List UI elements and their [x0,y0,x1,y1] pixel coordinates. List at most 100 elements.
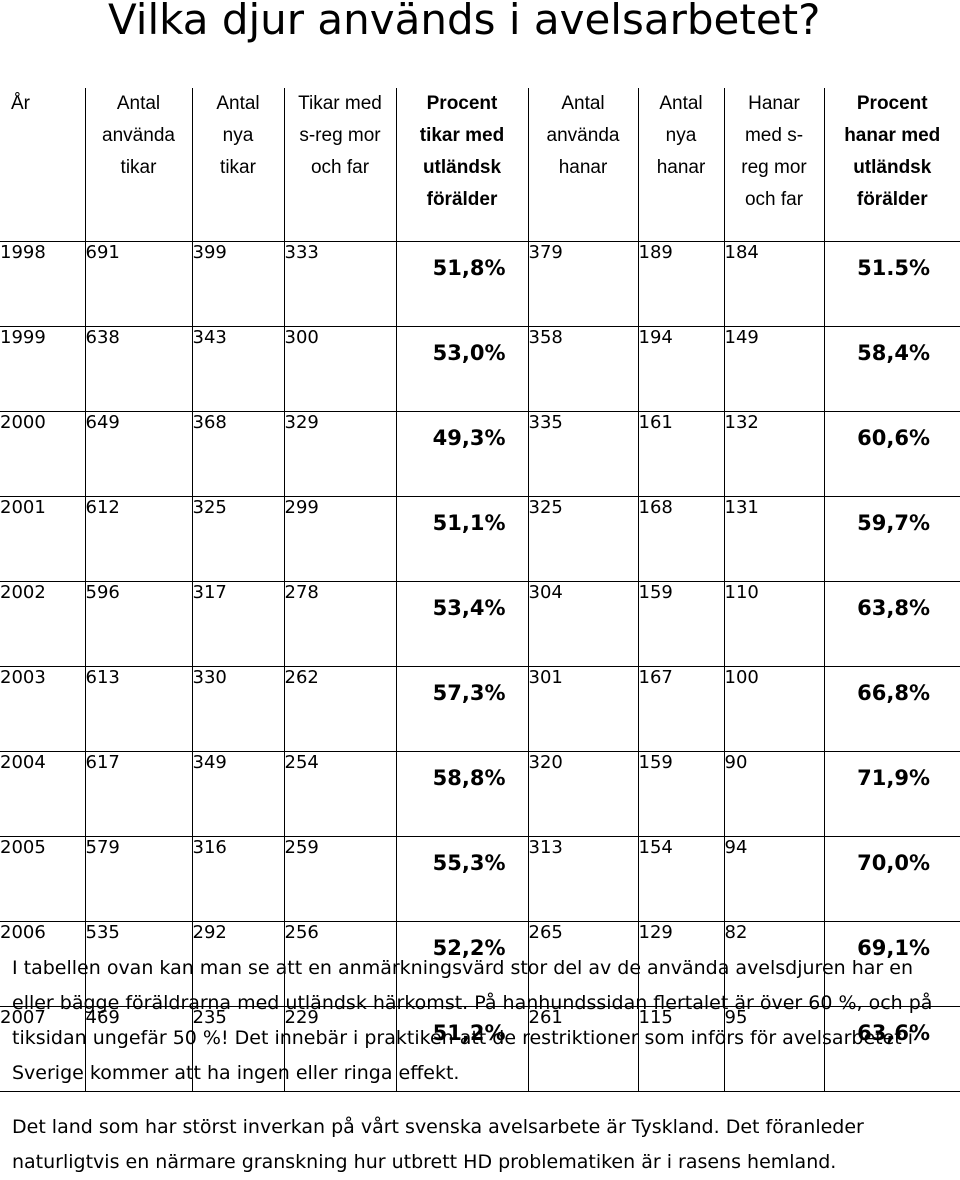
cell-females-sreg-parents: 259 [284,836,397,922]
cell-used-males: 379 [528,241,639,327]
table-row: 2001 612 325 299 51,1% 325 168 131 59,7% [0,496,960,582]
cell-used-females: 613 [85,666,193,752]
table-header-row: År Antal använda tikar Antal nya tikar Tikar… [0,88,960,242]
cell-males-sreg-parents: 149 [724,326,825,412]
cell-new-females: 292 [192,921,285,1007]
cell-females-foreign-parent-pct: 57,3% [396,666,529,752]
table-row: 1999 638 343 300 53,0% 358 194 149 58,4% [0,326,960,412]
cell-new-females: 399 [192,241,285,327]
cell-new-females: 316 [192,836,285,922]
cell-used-females: 691 [85,241,193,327]
cell-females-sreg-parents: 256 [284,921,397,1007]
column-header-males-foreign-parent-pct: Procent hanar med utländsk förälder [824,88,960,242]
column-header-new-males: Antal nya hanar [638,88,725,242]
cell-used-males: 261 [528,1006,639,1092]
cell-females-sreg-parents: 254 [284,751,397,837]
cell-males-sreg-parents: 184 [724,241,825,327]
cell-used-males: 301 [528,666,639,752]
cell-year: 2006 [0,921,86,1007]
cell-year: 2004 [0,751,86,837]
cell-males-foreign-parent-pct: 60,6% [824,411,960,497]
cell-new-females: 343 [192,326,285,412]
table-body: 1998 691 399 333 51,8% 379 189 184 51.5% 1999 638 3… [0,241,960,1092]
cell-new-females: 317 [192,581,285,667]
table-row: 1998 691 399 333 51,8% 379 189 184 51.5% [0,241,960,327]
cell-new-females: 325 [192,496,285,582]
cell-new-males: 168 [638,496,725,582]
cell-males-sreg-parents: 100 [724,666,825,752]
cell-new-females: 349 [192,751,285,837]
cell-year: 2002 [0,581,86,667]
column-header-males-sreg-parents: Hanar med s-reg mor och far [724,88,825,242]
table-row: 2000 649 368 329 49,3% 335 161 132 60,6% [0,411,960,497]
cell-used-females: 596 [85,581,193,667]
cell-new-males: 167 [638,666,725,752]
cell-males-foreign-parent-pct: 71,9% [824,751,960,837]
column-header-used-males: Antal använda hanar [528,88,639,242]
cell-females-sreg-parents: 299 [284,496,397,582]
cell-males-foreign-parent-pct: 58,4% [824,326,960,412]
cell-new-males: 161 [638,411,725,497]
cell-females-foreign-parent-pct: 51,1% [396,496,529,582]
cell-new-females: 330 [192,666,285,752]
cell-males-sreg-parents: 90 [724,751,825,837]
column-header-used-females: Antal använda tikar [85,88,193,242]
cell-year: 2003 [0,666,86,752]
cell-used-females: 469 [85,1006,193,1092]
column-header-year: År [0,88,86,242]
cell-new-males: 159 [638,581,725,667]
cell-females-foreign-parent-pct: 52,2% [396,921,529,1007]
cell-used-females: 617 [85,751,193,837]
cell-new-males: 154 [638,836,725,922]
cell-males-sreg-parents: 94 [724,836,825,922]
cell-males-foreign-parent-pct: 63,6% [824,1006,960,1092]
cell-males-sreg-parents: 95 [724,1006,825,1092]
cell-used-females: 649 [85,411,193,497]
cell-males-foreign-parent-pct: 70,0% [824,836,960,922]
cell-females-foreign-parent-pct: 53,4% [396,581,529,667]
table-row: 2005 579 316 259 55,3% 313 154 94 70,0% [0,836,960,922]
cell-year: 2000 [0,411,86,497]
cell-used-females: 579 [85,836,193,922]
cell-males-sreg-parents: 131 [724,496,825,582]
cell-new-males: 129 [638,921,725,1007]
cell-new-females: 235 [192,1006,285,1092]
cell-used-males: 358 [528,326,639,412]
table-row: 2007 469 235 229 51,2% 261 115 95 63,6% [0,1006,960,1092]
cell-used-females: 612 [85,496,193,582]
cell-new-males: 189 [638,241,725,327]
cell-used-males: 304 [528,581,639,667]
breeding-statistics-table: År Antal använda tikar Antal nya tikar Tikar… [0,88,960,1092]
conclusion-paragraph: Det land som har störst inverkan på vårt… [12,1116,864,1173]
cell-females-sreg-parents: 229 [284,1006,397,1092]
cell-new-males: 115 [638,1006,725,1092]
column-header-new-females: Antal nya tikar [192,88,285,242]
cell-year: 2001 [0,496,86,582]
cell-females-foreign-parent-pct: 51,8% [396,241,529,327]
cell-females-foreign-parent-pct: 51,2% [396,1006,529,1092]
cell-year: 1998 [0,241,86,327]
cell-used-males: 313 [528,836,639,922]
cell-year: 1999 [0,326,86,412]
column-header-females-sreg-parents: Tikar med s-reg mor och far [284,88,397,242]
cell-males-sreg-parents: 110 [724,581,825,667]
column-header-females-foreign-parent-pct: Procent tikar med utländsk förälder [396,88,529,242]
cell-new-females: 368 [192,411,285,497]
cell-new-males: 159 [638,751,725,837]
table-row: 2002 596 317 278 53,4% 304 159 110 63,8% [0,581,960,667]
cell-females-sreg-parents: 333 [284,241,397,327]
cell-used-males: 265 [528,921,639,1007]
cell-used-males: 325 [528,496,639,582]
page-title: Vilka djur används i avelsarbetet? [108,0,821,44]
cell-year: 2007 [0,1006,86,1092]
cell-females-foreign-parent-pct: 58,8% [396,751,529,837]
cell-used-males: 320 [528,751,639,837]
cell-used-males: 335 [528,411,639,497]
cell-males-foreign-parent-pct: 69,1% [824,921,960,1007]
cell-new-males: 194 [638,326,725,412]
cell-males-foreign-parent-pct: 63,8% [824,581,960,667]
cell-males-sreg-parents: 132 [724,411,825,497]
cell-females-sreg-parents: 329 [284,411,397,497]
cell-males-foreign-parent-pct: 51.5% [824,241,960,327]
cell-females-sreg-parents: 278 [284,581,397,667]
